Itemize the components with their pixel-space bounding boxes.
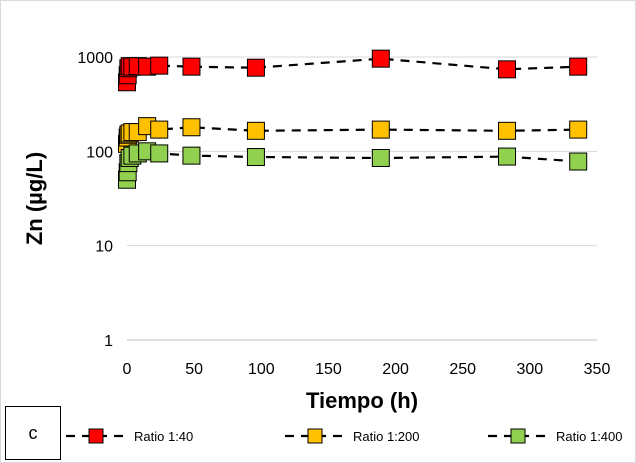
legend-label: Ratio 1:200: [353, 429, 420, 444]
data-point: [150, 144, 169, 163]
data-point: [569, 120, 588, 139]
tick-labels: 1 10 100 1000 0 50 100 150 200 250 300 350: [77, 50, 610, 378]
x-tick-label: 100: [248, 361, 275, 378]
legend-item: Ratio 1:40: [66, 428, 193, 444]
data-point: [150, 56, 169, 75]
y-tick-label: 1: [104, 333, 113, 350]
data-point: [498, 121, 517, 140]
x-axis-title: Tiempo (h): [306, 388, 418, 413]
gridlines: [127, 56, 597, 341]
x-tick-label: 200: [382, 361, 409, 378]
x-tick-label: 50: [185, 361, 203, 378]
series-3: [118, 142, 588, 189]
x-tick-label: 300: [517, 361, 544, 378]
data-point: [371, 120, 390, 139]
data-point: [182, 118, 201, 137]
data-point: [150, 120, 169, 139]
panel-label: c: [28, 422, 38, 443]
data-point: [569, 57, 588, 76]
legend-item: Ratio 1:200: [285, 428, 420, 444]
legend: Ratio 1:40 Ratio 1:200 Ratio 1:400: [66, 428, 623, 444]
data-point: [371, 148, 390, 167]
series-layer: [118, 49, 588, 189]
legend-label: Ratio 1:400: [556, 429, 623, 444]
data-point: [182, 57, 201, 76]
series-1: [118, 49, 588, 92]
data-point: [246, 58, 265, 77]
legend-marker: [88, 428, 104, 444]
data-point: [371, 49, 390, 68]
y-tick-label: 100: [86, 144, 113, 161]
data-point: [569, 152, 588, 171]
y-tick-label: 10: [95, 239, 113, 256]
y-tick-label: 1000: [77, 50, 113, 67]
x-tick-label: 150: [315, 361, 342, 378]
data-point: [182, 146, 201, 165]
series-2: [118, 117, 588, 153]
data-point: [246, 148, 265, 167]
legend-item: Ratio 1:400: [488, 428, 623, 444]
legend-marker: [307, 428, 323, 444]
legend-label: Ratio 1:40: [134, 429, 193, 444]
data-point: [498, 147, 517, 166]
x-tick-label: 350: [584, 361, 611, 378]
y-axis-title: Zn (µg/L): [22, 152, 47, 245]
x-tick-label: 250: [449, 361, 476, 378]
x-tick-label: 0: [123, 361, 132, 378]
legend-marker: [510, 428, 526, 444]
panel-label-box: c: [5, 406, 61, 460]
data-point: [246, 121, 265, 140]
data-point: [498, 60, 517, 79]
